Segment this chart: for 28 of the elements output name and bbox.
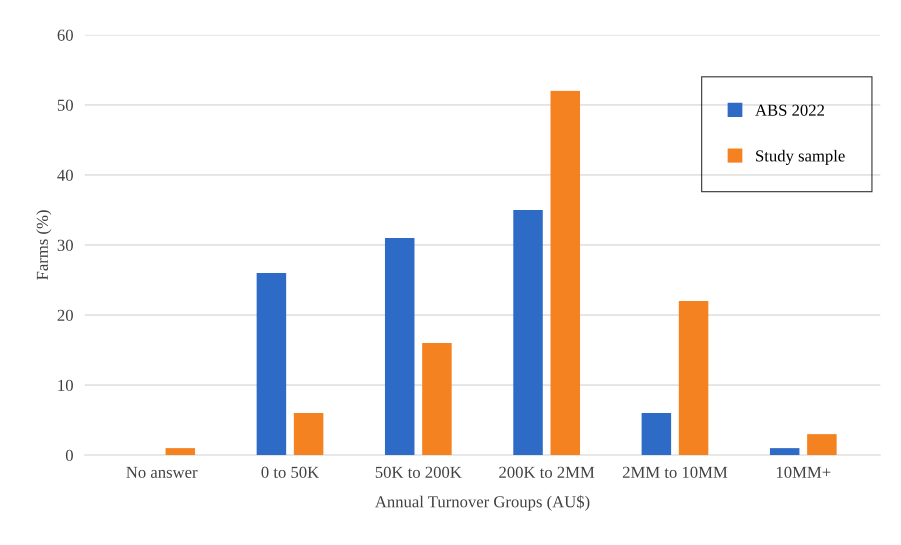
x-axis-title: Annual Turnover Groups (AU$): [375, 495, 590, 511]
x-tick-label: 2MM to 10MM: [622, 466, 728, 478]
bar: [550, 90, 580, 456]
bar: [166, 448, 196, 456]
y-tick-label: 30: [58, 240, 73, 251]
x-tick-label: 200K to 2MM: [499, 466, 594, 478]
bar: [513, 210, 543, 456]
y-tick-label: 20: [58, 310, 73, 321]
bar: [256, 272, 286, 456]
bar: [807, 434, 837, 456]
x-tick-label: 10MM+: [776, 466, 830, 478]
bar: [294, 413, 324, 456]
y-tick-label: 50: [58, 100, 73, 111]
legend-label: Study sample: [756, 150, 845, 165]
y-tick-label: 60: [58, 30, 73, 41]
bar: [642, 413, 672, 456]
y-tick-label: 0: [66, 450, 73, 462]
x-tick-label: 0 to 50K: [261, 466, 319, 478]
y-axis-title: Farms (%): [36, 210, 52, 280]
x-tick-label: No answer: [126, 466, 198, 478]
bar: [422, 343, 452, 456]
x-tick-label: 50K to 200K: [376, 466, 462, 478]
y-tick-label: 10: [58, 380, 73, 391]
bar: [678, 301, 708, 456]
y-tick-label: 40: [57, 170, 73, 181]
bar: [770, 448, 800, 456]
bar: [384, 238, 414, 456]
legend-label: ABS 2022: [755, 104, 824, 116]
